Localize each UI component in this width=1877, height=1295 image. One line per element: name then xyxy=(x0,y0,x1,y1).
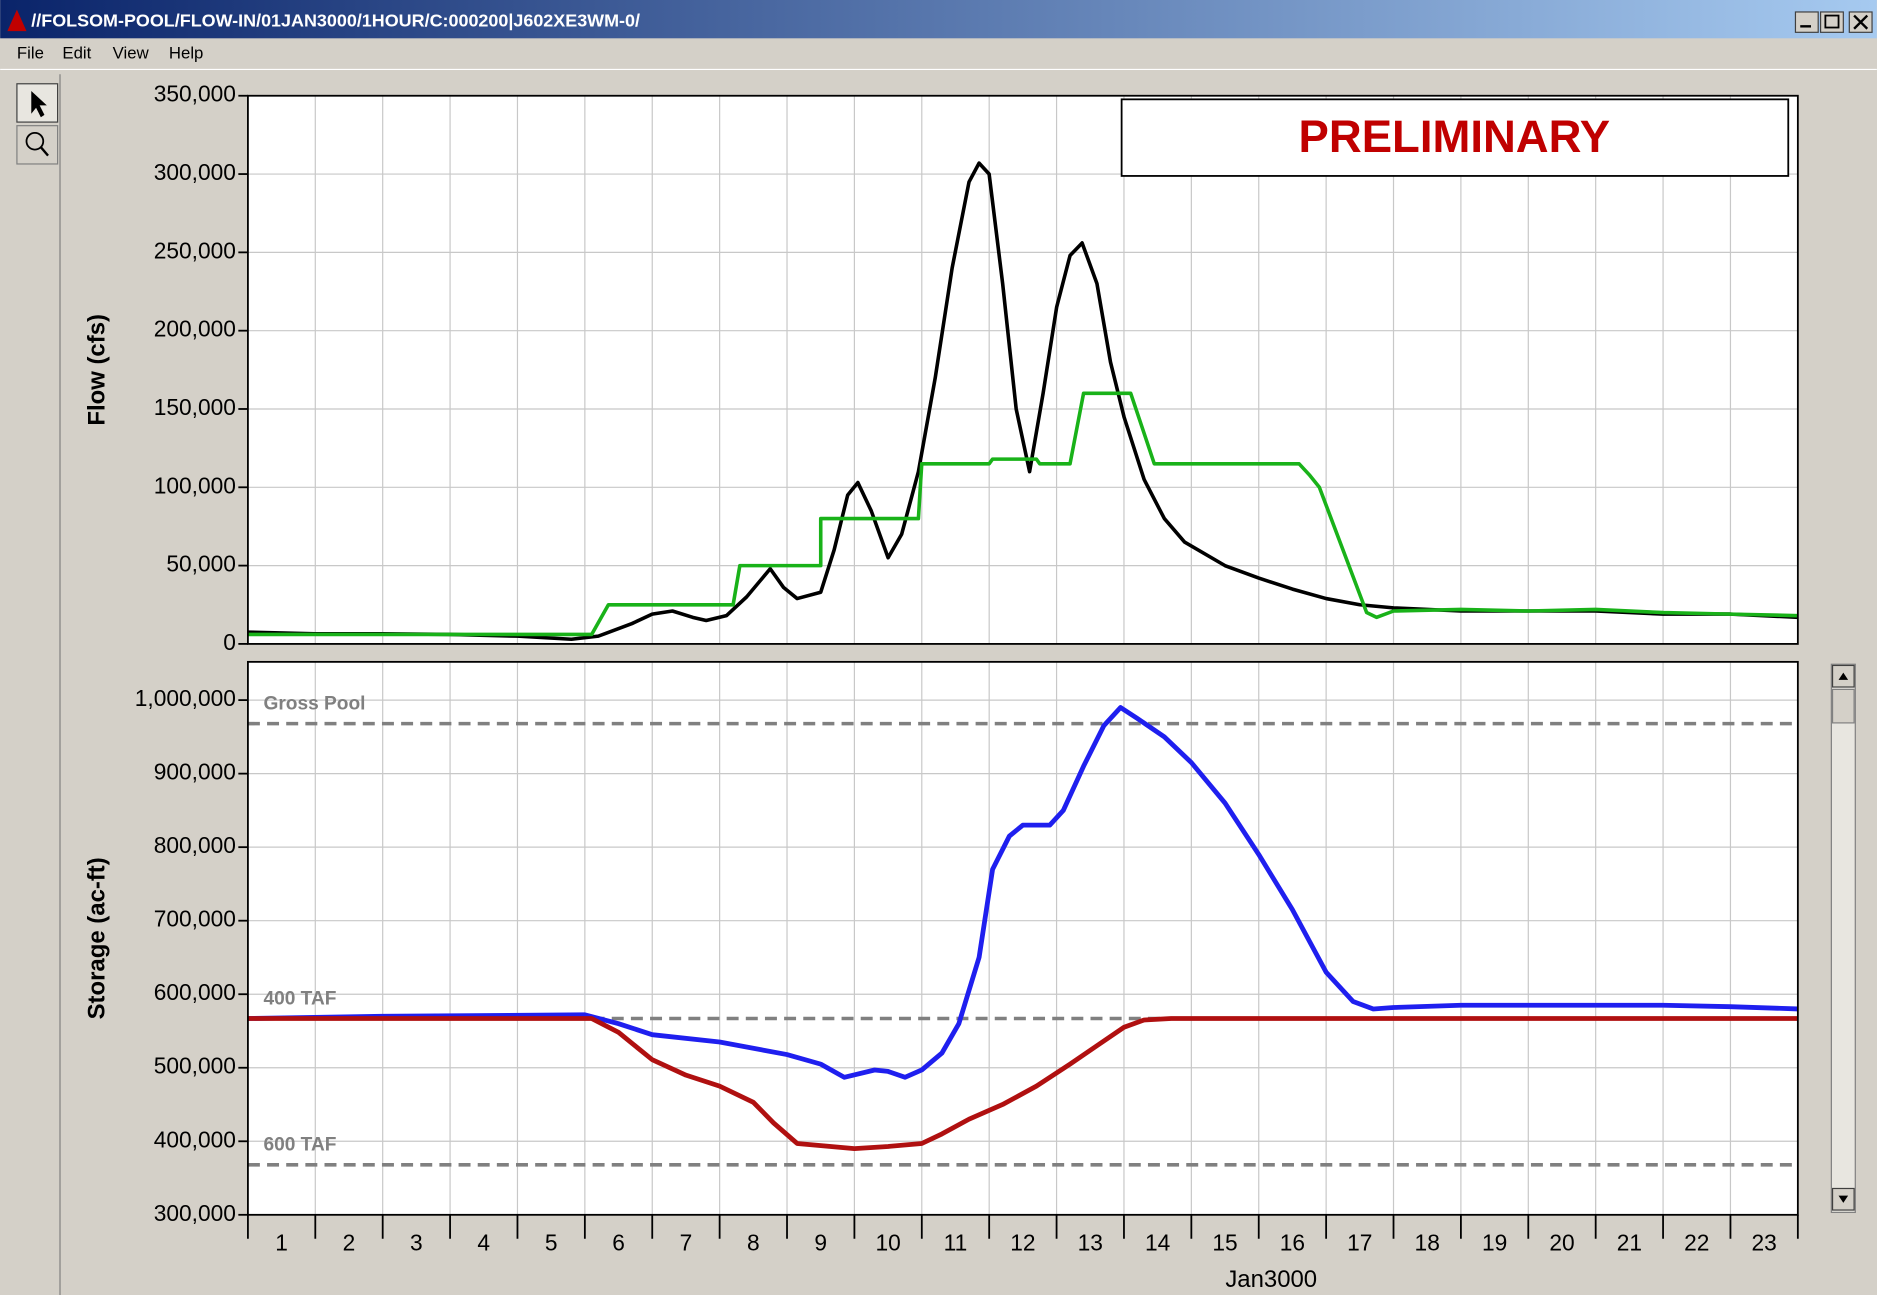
x-tick-label: 8 xyxy=(747,1230,760,1256)
y-tick-label: 800,000 xyxy=(154,832,236,858)
minimize-button[interactable] xyxy=(1794,11,1819,33)
x-tick-label: 14 xyxy=(1145,1230,1170,1256)
zoom-tool[interactable] xyxy=(16,125,59,165)
x-tick-label: 21 xyxy=(1617,1230,1642,1256)
x-tick-label: 11 xyxy=(944,1230,968,1256)
annotation-box xyxy=(1120,98,1790,177)
plot-border xyxy=(247,94,1799,645)
y-tick-label: 1,000,000 xyxy=(135,685,236,711)
y-axis-label: Storage (ac-ft) xyxy=(84,857,111,1019)
x-tick-label: 3 xyxy=(410,1230,423,1256)
series-line xyxy=(247,391,1798,637)
y-tick-label: 100,000 xyxy=(154,472,236,498)
y-tick-label: 300,000 xyxy=(154,1200,236,1226)
reference-label: Gross Pool xyxy=(263,694,365,715)
window-title: //FOLSOM-POOL/FLOW-IN/01JAN3000/1HOUR/C:… xyxy=(31,10,640,30)
menu-item[interactable]: Edit xyxy=(62,43,91,62)
scroll-thumb[interactable] xyxy=(1831,688,1855,724)
y-tick-label: 0 xyxy=(223,629,236,655)
x-tick-label: 1 xyxy=(275,1230,288,1256)
x-tick-label: 12 xyxy=(1010,1230,1035,1256)
x-tick-label: 6 xyxy=(612,1230,625,1256)
x-tick-label: 23 xyxy=(1752,1230,1777,1256)
x-tick-label: 19 xyxy=(1482,1230,1507,1256)
window-controls xyxy=(1794,11,1873,33)
x-tick-label: 15 xyxy=(1212,1230,1237,1256)
app-icon xyxy=(7,9,27,32)
reference-label: 400 TAF xyxy=(263,988,336,1009)
x-tick-label: 2 xyxy=(343,1230,356,1256)
x-tick-label: 5 xyxy=(545,1230,558,1256)
x-tick-label: 17 xyxy=(1347,1230,1372,1256)
plot-border xyxy=(247,660,1799,1216)
series-line xyxy=(247,705,1798,1080)
y-axis-label: Flow (cfs) xyxy=(84,314,111,426)
y-tick-label: 400,000 xyxy=(154,1126,236,1152)
x-tick-label: 22 xyxy=(1684,1230,1709,1256)
series-line xyxy=(247,161,1798,642)
scrollbar xyxy=(1830,663,1856,1214)
charts: 0 50,000 100,000 150,000 200,000 250,000 300,0… xyxy=(84,81,1799,1293)
zoom-icon xyxy=(25,131,45,151)
plot-area xyxy=(247,661,1798,1215)
y-tick-label: 500,000 xyxy=(154,1053,236,1079)
x-tick-label: 9 xyxy=(814,1230,827,1256)
menu-item[interactable]: File xyxy=(17,43,44,62)
annotation: PRELIMINARY xyxy=(1299,111,1611,162)
x-tick-label: 7 xyxy=(680,1230,693,1256)
x-tick-label: 13 xyxy=(1078,1230,1103,1256)
x-axis-label: Jan3000 xyxy=(1225,1266,1317,1293)
y-tick-label: 300,000 xyxy=(154,159,236,185)
x-tick-label: 10 xyxy=(875,1230,900,1256)
series-line xyxy=(247,1016,1798,1152)
menu-bar: File Edit View Help xyxy=(17,43,203,62)
menu-item[interactable]: View xyxy=(113,43,150,62)
x-tick-label: 4 xyxy=(477,1230,490,1256)
y-tick-label: 50,000 xyxy=(166,551,236,577)
scroll-track[interactable] xyxy=(1830,663,1856,1214)
y-tick-label: 350,000 xyxy=(154,81,236,107)
y-tick-label: 700,000 xyxy=(154,906,236,932)
menu-item[interactable]: Help xyxy=(169,43,203,62)
pointer-icon xyxy=(31,90,47,118)
y-tick-label: 200,000 xyxy=(154,316,236,342)
y-tick-label: 600,000 xyxy=(154,979,236,1005)
plot-area xyxy=(247,95,1798,644)
y-tick-label: 250,000 xyxy=(154,237,236,263)
y-tick-label: 150,000 xyxy=(154,394,236,420)
title-bar xyxy=(0,0,1877,39)
zoom-icon-handle xyxy=(39,146,49,157)
x-tick-label: 20 xyxy=(1549,1230,1574,1256)
reference-label: 600 TAF xyxy=(263,1135,336,1156)
x-tick-label: 18 xyxy=(1415,1230,1440,1256)
y-tick-label: 900,000 xyxy=(154,759,236,785)
x-tick-label: 16 xyxy=(1280,1230,1305,1256)
